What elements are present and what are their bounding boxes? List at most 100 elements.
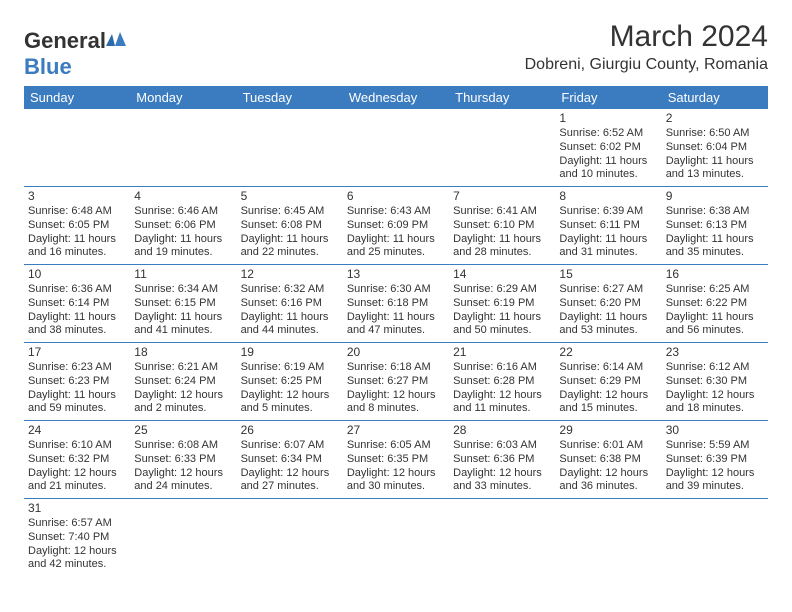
cell-text: and 41 minutes. — [134, 324, 232, 338]
calendar-cell — [343, 109, 449, 187]
cell-text: Sunset: 6:33 PM — [134, 453, 232, 467]
day-header: Thursday — [449, 86, 555, 109]
cell-text: Sunset: 6:10 PM — [453, 219, 551, 233]
cell-text: Daylight: 11 hours — [134, 311, 232, 325]
cell-text: and 39 minutes. — [666, 480, 764, 494]
calendar-row: 31Sunrise: 6:57 AMSunset: 7:40 PMDayligh… — [24, 499, 768, 577]
cell-text: Sunrise: 6:57 AM — [28, 517, 126, 531]
cell-text: Sunrise: 5:59 AM — [666, 439, 764, 453]
calendar-cell: 12Sunrise: 6:32 AMSunset: 6:16 PMDayligh… — [237, 265, 343, 343]
day-number: 13 — [347, 267, 445, 282]
cell-text: Sunset: 6:27 PM — [347, 375, 445, 389]
day-number: 16 — [666, 267, 764, 282]
cell-text: Sunset: 6:19 PM — [453, 297, 551, 311]
cell-text: and 21 minutes. — [28, 480, 126, 494]
cell-text: Sunrise: 6:16 AM — [453, 361, 551, 375]
calendar-row: 17Sunrise: 6:23 AMSunset: 6:23 PMDayligh… — [24, 343, 768, 421]
day-header: Saturday — [662, 86, 768, 109]
cell-text: Sunset: 6:06 PM — [134, 219, 232, 233]
cell-text: Sunset: 6:16 PM — [241, 297, 339, 311]
day-number: 9 — [666, 189, 764, 204]
cell-text: Sunset: 6:05 PM — [28, 219, 126, 233]
cell-text: Daylight: 11 hours — [347, 233, 445, 247]
calendar-cell: 17Sunrise: 6:23 AMSunset: 6:23 PMDayligh… — [24, 343, 130, 421]
cell-text: Daylight: 12 hours — [241, 467, 339, 481]
cell-text: Sunrise: 6:34 AM — [134, 283, 232, 297]
cell-text: Sunset: 6:28 PM — [453, 375, 551, 389]
cell-text: Sunrise: 6:01 AM — [559, 439, 657, 453]
cell-text: Sunrise: 6:41 AM — [453, 205, 551, 219]
calendar-cell: 29Sunrise: 6:01 AMSunset: 6:38 PMDayligh… — [555, 421, 661, 499]
calendar-cell: 10Sunrise: 6:36 AMSunset: 6:14 PMDayligh… — [24, 265, 130, 343]
calendar-cell: 8Sunrise: 6:39 AMSunset: 6:11 PMDaylight… — [555, 187, 661, 265]
cell-text: Sunset: 6:34 PM — [241, 453, 339, 467]
calendar-cell: 22Sunrise: 6:14 AMSunset: 6:29 PMDayligh… — [555, 343, 661, 421]
cell-text: Sunrise: 6:07 AM — [241, 439, 339, 453]
day-number: 22 — [559, 345, 657, 360]
cell-text: Sunrise: 6:39 AM — [559, 205, 657, 219]
cell-text: Sunset: 6:13 PM — [666, 219, 764, 233]
cell-text: Daylight: 12 hours — [347, 467, 445, 481]
day-number: 5 — [241, 189, 339, 204]
calendar-cell — [449, 499, 555, 577]
cell-text: Daylight: 11 hours — [28, 389, 126, 403]
day-number: 28 — [453, 423, 551, 438]
cell-text: and 50 minutes. — [453, 324, 551, 338]
cell-text: Sunrise: 6:50 AM — [666, 127, 764, 141]
calendar-cell: 15Sunrise: 6:27 AMSunset: 6:20 PMDayligh… — [555, 265, 661, 343]
calendar-cell — [130, 499, 236, 577]
cell-text: and 16 minutes. — [28, 246, 126, 260]
cell-text: and 47 minutes. — [347, 324, 445, 338]
logo: GeneralBlue — [24, 28, 128, 80]
cell-text: Daylight: 12 hours — [666, 467, 764, 481]
cell-text: and 13 minutes. — [666, 168, 764, 182]
cell-text: Daylight: 12 hours — [28, 545, 126, 559]
location-text: Dobreni, Giurgiu County, Romania — [525, 56, 768, 74]
calendar-row: 24Sunrise: 6:10 AMSunset: 6:32 PMDayligh… — [24, 421, 768, 499]
cell-text: Sunset: 6:38 PM — [559, 453, 657, 467]
calendar-cell — [555, 499, 661, 577]
day-number: 26 — [241, 423, 339, 438]
cell-text: Daylight: 12 hours — [28, 467, 126, 481]
cell-text: Sunset: 6:09 PM — [347, 219, 445, 233]
cell-text: Daylight: 11 hours — [241, 311, 339, 325]
cell-text: Sunset: 6:11 PM — [559, 219, 657, 233]
cell-text: and 28 minutes. — [453, 246, 551, 260]
cell-text: and 36 minutes. — [559, 480, 657, 494]
cell-text: Daylight: 11 hours — [453, 311, 551, 325]
cell-text: and 19 minutes. — [134, 246, 232, 260]
cell-text: Daylight: 11 hours — [666, 233, 764, 247]
day-header: Wednesday — [343, 86, 449, 109]
day-number: 11 — [134, 267, 232, 282]
cell-text: Daylight: 12 hours — [134, 467, 232, 481]
page-header: GeneralBlue March 2024 Dobreni, Giurgiu … — [24, 20, 768, 80]
calendar-cell: 9Sunrise: 6:38 AMSunset: 6:13 PMDaylight… — [662, 187, 768, 265]
cell-text: and 38 minutes. — [28, 324, 126, 338]
cell-text: Daylight: 12 hours — [666, 389, 764, 403]
cell-text: Daylight: 11 hours — [559, 233, 657, 247]
cell-text: Daylight: 11 hours — [453, 233, 551, 247]
day-number: 17 — [28, 345, 126, 360]
cell-text: Sunset: 6:32 PM — [28, 453, 126, 467]
cell-text: and 22 minutes. — [241, 246, 339, 260]
day-number: 31 — [28, 501, 126, 516]
calendar-cell: 21Sunrise: 6:16 AMSunset: 6:28 PMDayligh… — [449, 343, 555, 421]
cell-text: Daylight: 11 hours — [347, 311, 445, 325]
cell-text: Daylight: 11 hours — [559, 155, 657, 169]
day-number: 12 — [241, 267, 339, 282]
day-header: Tuesday — [237, 86, 343, 109]
cell-text: Sunset: 6:24 PM — [134, 375, 232, 389]
cell-text: Daylight: 12 hours — [347, 389, 445, 403]
calendar-cell: 18Sunrise: 6:21 AMSunset: 6:24 PMDayligh… — [130, 343, 236, 421]
calendar-body: 1Sunrise: 6:52 AMSunset: 6:02 PMDaylight… — [24, 109, 768, 576]
cell-text: and 8 minutes. — [347, 402, 445, 416]
cell-text: Sunset: 6:25 PM — [241, 375, 339, 389]
cell-text: Sunrise: 6:52 AM — [559, 127, 657, 141]
day-number: 27 — [347, 423, 445, 438]
cell-text: Sunset: 6:23 PM — [28, 375, 126, 389]
cell-text: Sunrise: 6:45 AM — [241, 205, 339, 219]
cell-text: Sunset: 6:36 PM — [453, 453, 551, 467]
cell-text: Sunrise: 6:30 AM — [347, 283, 445, 297]
calendar-cell: 16Sunrise: 6:25 AMSunset: 6:22 PMDayligh… — [662, 265, 768, 343]
calendar-cell — [662, 499, 768, 577]
